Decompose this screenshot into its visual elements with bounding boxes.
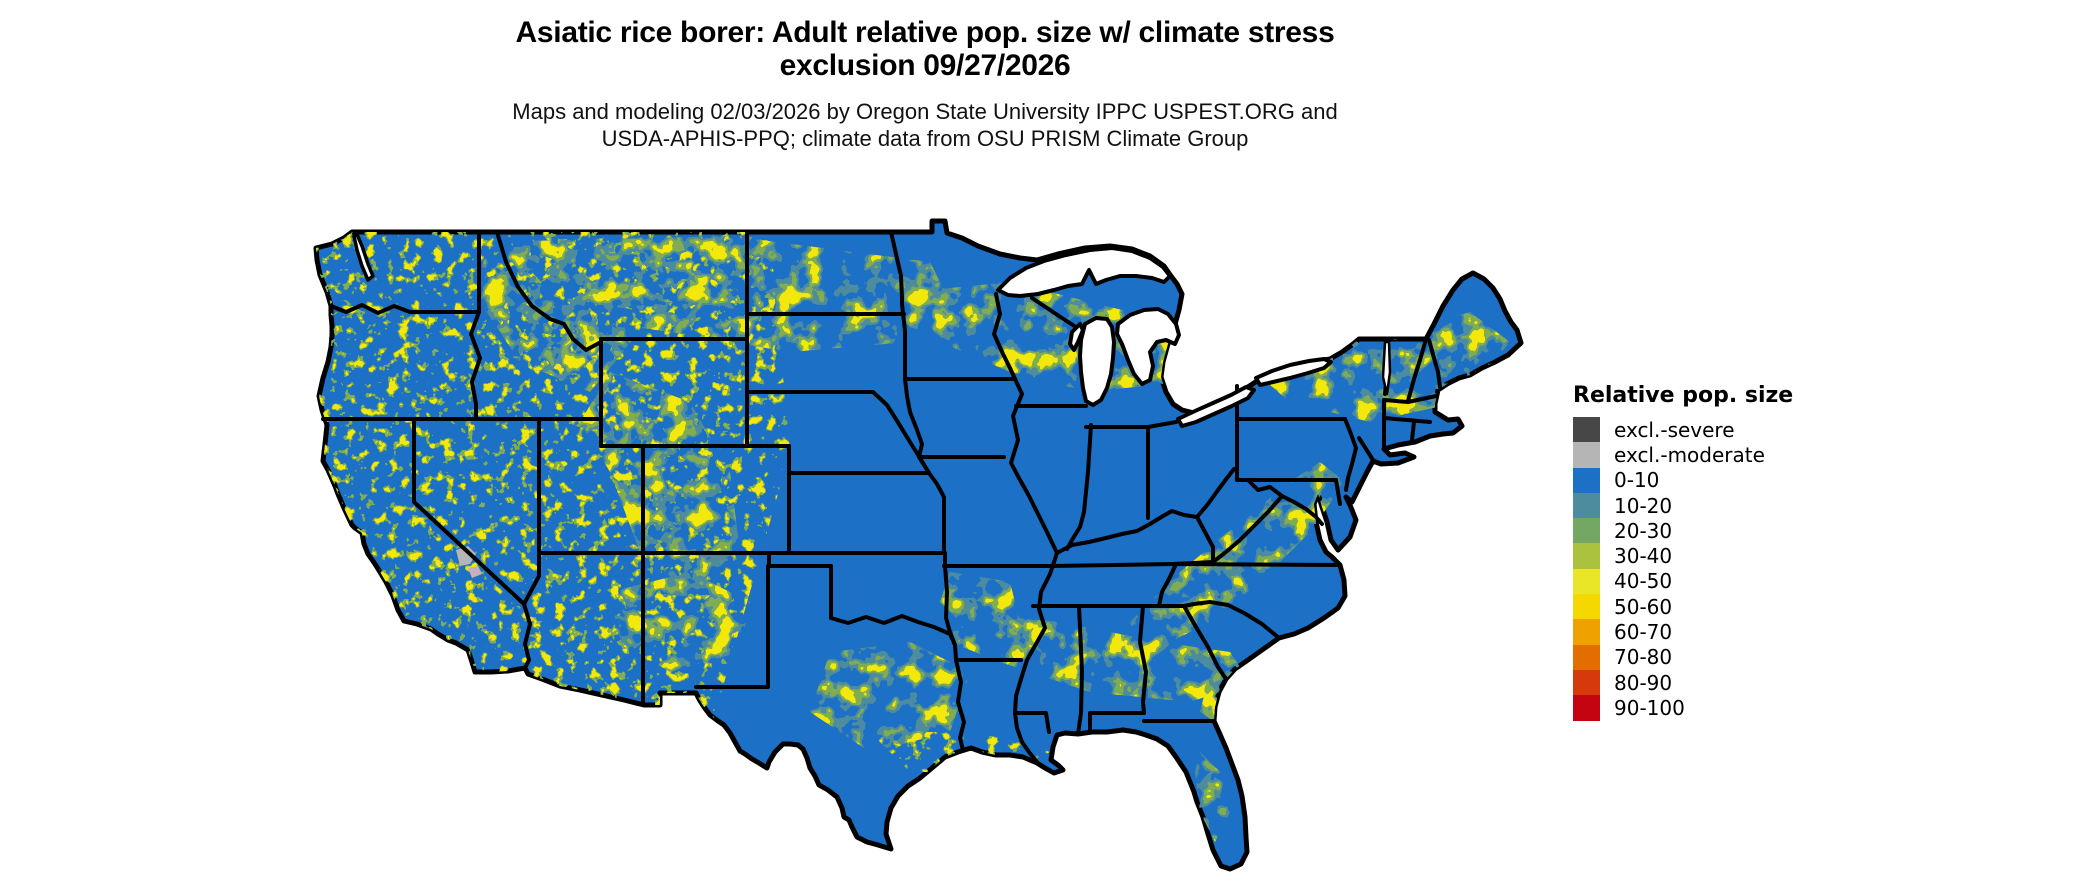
us-pest-risk-map — [310, 172, 1530, 882]
map-title-line2: exclusion 09/27/2026 — [779, 49, 1071, 82]
legend-item: 90-100 — [1573, 695, 1793, 721]
legend-item-label: excl.-severe — [1614, 417, 1735, 442]
legend-title: Relative pop. size — [1573, 383, 1794, 408]
legend-color-swatch — [1573, 594, 1600, 620]
lake-ontario — [1254, 357, 1333, 387]
legend-color-swatch — [1573, 492, 1600, 519]
legend-color-swatch — [1573, 543, 1600, 569]
legend-item-label: excl.-moderate — [1614, 442, 1765, 467]
legend-item: 50-60 — [1573, 594, 1793, 620]
legend-color-swatch — [1573, 417, 1600, 443]
legend-item: excl.-severe — [1573, 417, 1793, 443]
legend-item-label: 40-50 — [1614, 569, 1673, 594]
legend-item-label: 90-100 — [1614, 695, 1685, 720]
map-header: Asiatic rice borer: Adult relative pop. … — [0, 16, 1850, 152]
legend-color-swatch — [1573, 442, 1600, 468]
legend-item: 40-50 — [1573, 568, 1793, 595]
lake-michigan — [1078, 316, 1116, 407]
legend-item-label: 0-10 — [1614, 468, 1660, 493]
legend-item: 10-20 — [1573, 492, 1793, 519]
legend-item-label: 30-40 — [1614, 544, 1673, 569]
excluded-moderate-patch — [456, 546, 482, 578]
green-bay — [1068, 322, 1085, 352]
state-borders — [321, 230, 1442, 764]
lake-superior — [996, 246, 1172, 298]
map-subtitle: Maps and modeling 02/03/2026 by Oregon S… — [0, 98, 1850, 152]
great-lakes — [352, 230, 1392, 428]
legend-item-label: 10-20 — [1614, 493, 1673, 518]
legend-item: excl.-moderate — [1573, 442, 1793, 468]
legend-color-swatch — [1573, 619, 1600, 645]
legend-rows: excl.-severe excl.-moderate 0-10 10-20 20-30… — [1573, 417, 1793, 721]
legend-item: 80-90 — [1573, 669, 1793, 696]
map-subtitle-line1: Maps and modeling 02/03/2026 by Oregon S… — [512, 99, 1338, 124]
legend-color-swatch — [1573, 644, 1600, 670]
legend-color-swatch — [1573, 568, 1600, 595]
legend-item-label: 20-30 — [1614, 518, 1673, 543]
legend-item: 0-10 — [1573, 467, 1793, 493]
legend-color-swatch — [1573, 669, 1600, 696]
legend-item-label: 80-90 — [1614, 670, 1673, 695]
legend-color-swatch — [1573, 695, 1600, 721]
map-title: Asiatic rice borer: Adult relative pop. … — [0, 16, 1850, 82]
map-title-line1: Asiatic rice borer: Adult relative pop. … — [515, 16, 1335, 49]
legend-item: 70-80 — [1573, 644, 1793, 670]
legend-item-label: 70-80 — [1614, 645, 1673, 670]
lake-erie — [1176, 385, 1256, 428]
lake-huron — [1115, 307, 1181, 386]
legend-color-swatch — [1573, 467, 1600, 493]
conus-map-svg — [313, 218, 1524, 872]
lake-champlain — [1381, 340, 1392, 396]
legend-item-label: 60-70 — [1614, 620, 1673, 645]
legend-item: 30-40 — [1573, 543, 1793, 569]
legend-color-swatch — [1573, 518, 1600, 544]
map-subtitle-line2: USDA-APHIS-PPQ; climate data from OSU PR… — [601, 126, 1249, 151]
legend-item: 20-30 — [1573, 518, 1793, 544]
puget-sound — [352, 230, 375, 282]
legend-item: 60-70 — [1573, 619, 1793, 645]
legend-item-label: 50-60 — [1614, 594, 1673, 619]
map-legend: Relative pop. size excl.-severe excl.-mod… — [1573, 383, 1793, 721]
